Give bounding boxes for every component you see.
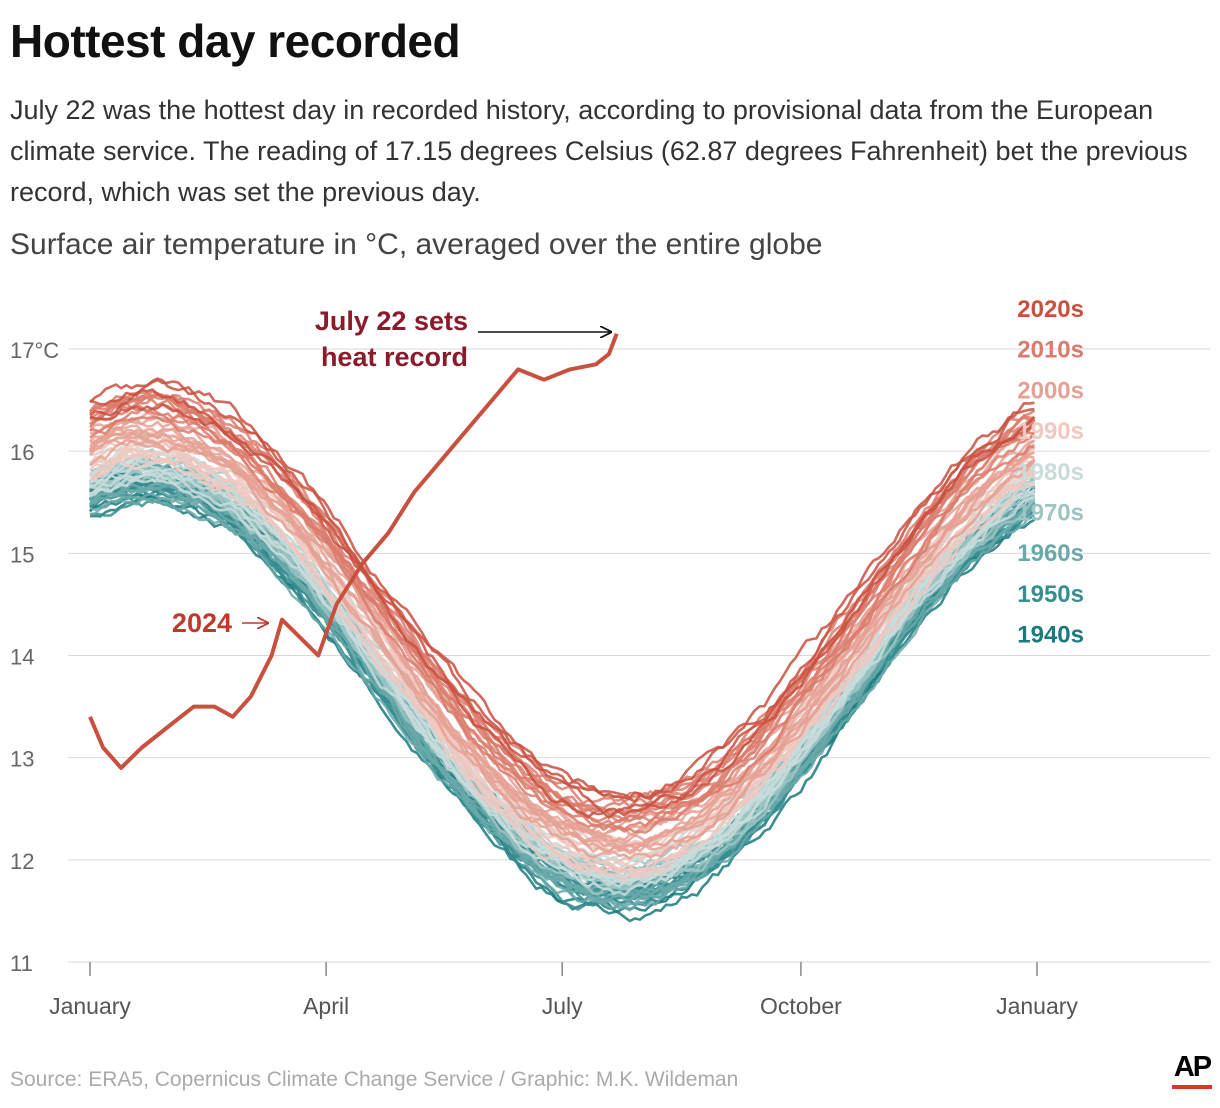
ap-logo-underline — [1172, 1085, 1212, 1089]
legend-item-2000s: 2000s — [1017, 377, 1084, 404]
highlight-2024 — [88, 332, 619, 770]
y-tick-label: 16 — [10, 440, 34, 465]
decade-legend: 2020s 2010s 2000s 1990s 1980s 1970s 1960s 1950s… — [1017, 296, 1084, 649]
annotation-record-label: heat record — [321, 342, 468, 372]
legend-item-1990s: 1990s — [1017, 418, 1084, 445]
year-line-2010s — [89, 408, 1035, 834]
legend-item-1970s: 1970s — [1017, 500, 1084, 527]
y-tick-label: 15 — [10, 542, 34, 567]
temperature-chart: 11 12 13 14 15 16 17°C January April July October… — [10, 296, 1210, 1019]
year-line-1990s — [89, 431, 1036, 849]
source-credit: Source: ERA5, Copernicus Climate Change … — [10, 1068, 739, 1091]
year-line-2000s — [89, 424, 1036, 845]
legend-item-1940s: 1940s — [1017, 622, 1084, 649]
year-line-1960s — [88, 480, 1036, 910]
chart-title: Hottest day recorded — [10, 15, 461, 67]
year-line-1960s — [89, 496, 1036, 912]
year-line-1980s — [89, 477, 1035, 897]
intro-text: July 22 was the hottest day in recorded … — [10, 95, 1188, 207]
year-line-1940s — [88, 485, 1036, 915]
year-line-2020s — [89, 388, 1036, 817]
y-axis-ticks: 11 12 13 14 15 16 17°C — [10, 338, 59, 976]
y-tick-label: 13 — [10, 747, 34, 772]
year-line-2010s — [89, 390, 1036, 802]
x-tick-label: January — [49, 993, 131, 1019]
year-lines — [88, 377, 1036, 923]
x-tick-label: January — [996, 993, 1078, 1019]
annotation-2024-label: 2024 — [172, 608, 232, 638]
year-line-2020s — [89, 378, 1035, 803]
year-line-2020s — [89, 403, 1036, 820]
x-tick-label: October — [760, 993, 842, 1019]
legend-item-2010s: 2010s — [1017, 337, 1084, 364]
x-tick-label: April — [303, 993, 349, 1019]
legend-item-1950s: 1950s — [1017, 581, 1084, 608]
ap-logo: AP — [1172, 1051, 1212, 1091]
y-tick-label: 11 — [10, 951, 33, 976]
legend-item-1960s: 1960s — [1017, 540, 1084, 567]
series-line-2024 — [88, 332, 619, 770]
legend-item-2020s: 2020s — [1017, 296, 1084, 323]
x-axis-ticks: January April July October January — [49, 962, 1078, 1019]
chart-subtitle: Surface air temperature in °C, averaged … — [10, 228, 823, 261]
y-tick-label: 12 — [10, 849, 34, 874]
x-tick-label: July — [542, 993, 583, 1019]
annotations: July 22 sets heat record 2024 — [172, 306, 611, 638]
year-line-2020s — [89, 377, 1035, 801]
year-line-2010s — [89, 399, 1036, 823]
annotation-record-label: July 22 sets — [315, 306, 468, 336]
ap-logo-text: AP — [1173, 1051, 1212, 1083]
legend-item-1980s: 1980s — [1017, 459, 1084, 486]
y-tick-label: 17°C — [10, 338, 59, 363]
year-line-1990s — [89, 453, 1035, 875]
y-tick-label: 14 — [10, 645, 34, 670]
year-line-2010s — [89, 416, 1035, 832]
